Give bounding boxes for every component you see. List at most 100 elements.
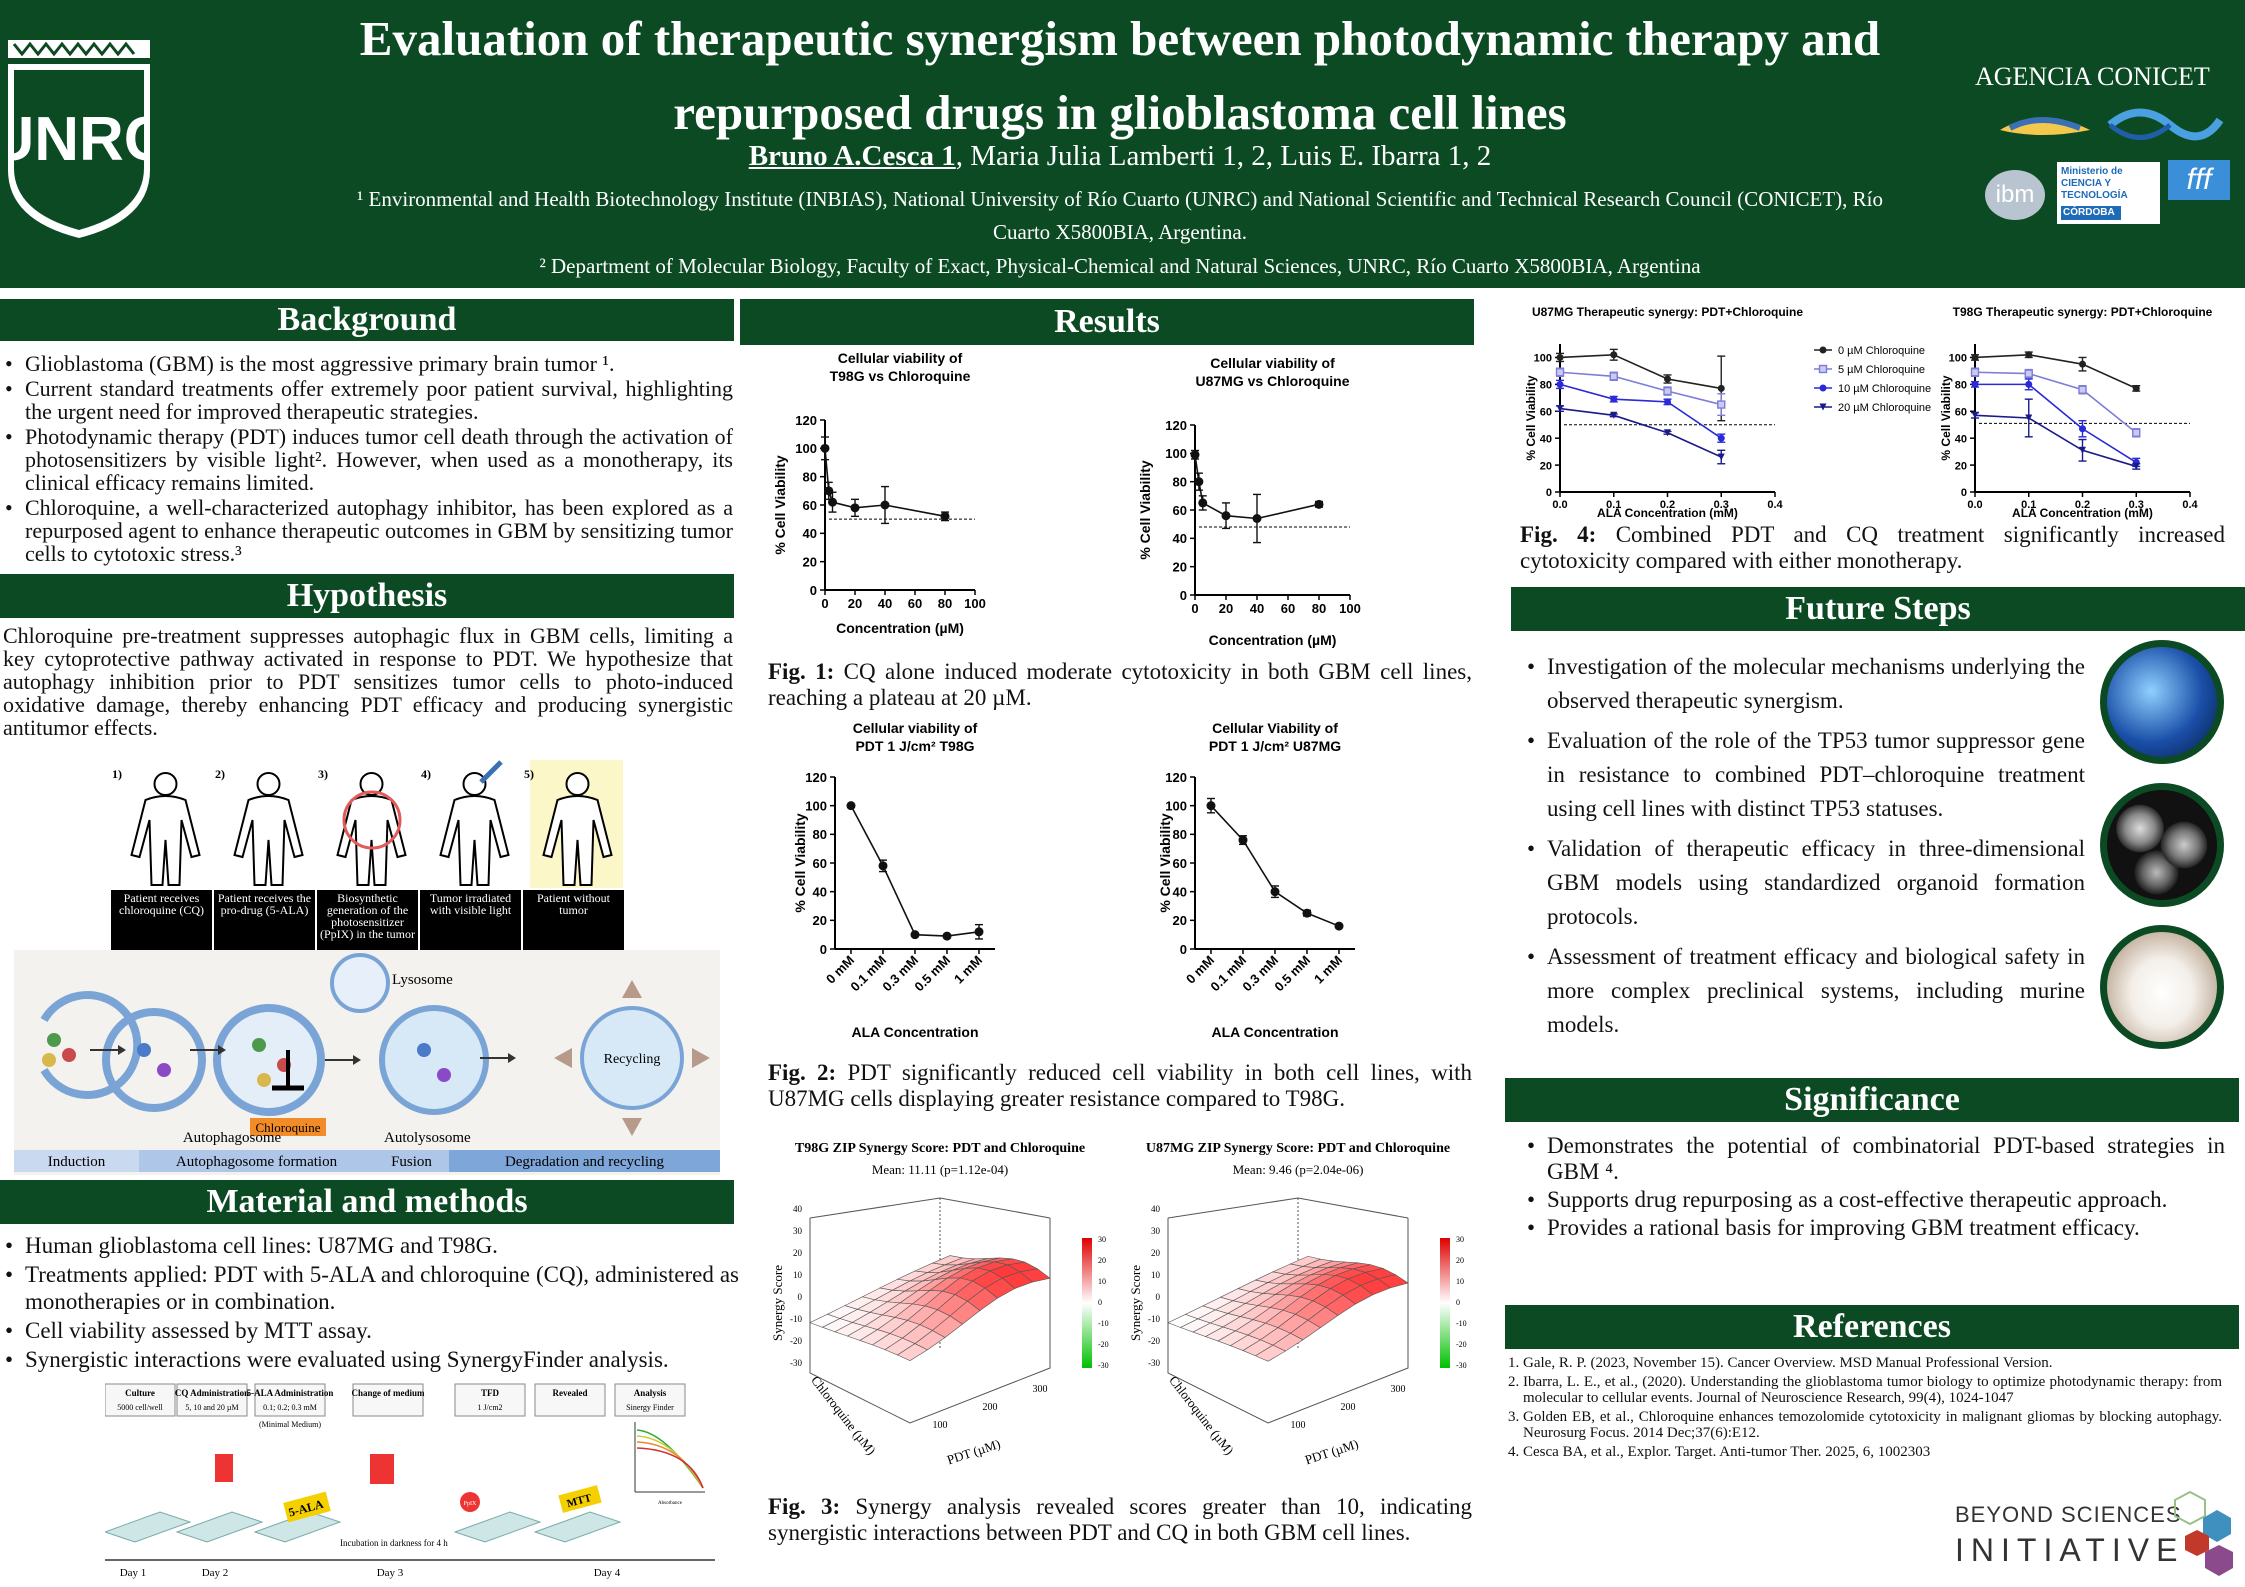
day-label: Day 3 <box>377 1567 404 1579</box>
human-silhouette-icon <box>542 772 613 886</box>
z-tick-label: 10 <box>1151 1270 1161 1280</box>
ibm-logo: ibm <box>1985 170 2045 220</box>
timeline-step-box <box>254 1383 326 1417</box>
y-tick-label: 60 <box>1173 856 1187 871</box>
data-point <box>2079 446 2086 454</box>
x-tick-label: 0.2 <box>1660 499 1675 511</box>
significance-item-1: Demonstrates the potential of combinator… <box>1525 1133 2225 1185</box>
z-tick-label: 40 <box>793 1204 803 1214</box>
chart-title: Cellular viability of <box>1210 355 1335 371</box>
y-tick-label: 100 <box>1949 353 1967 365</box>
x-tick-label: 0 <box>821 596 828 611</box>
y-axis-label: % Cell Viability <box>772 455 788 555</box>
y-tick-label: 40 <box>1955 433 1967 445</box>
x-axis-label: ALA Concentration (mM) <box>2012 506 2153 520</box>
scale-tick-label: 30 <box>1098 1235 1106 1244</box>
y-tick-label: 60 <box>1173 503 1187 518</box>
data-point <box>1717 384 1725 392</box>
hypothesis-text: Chloroquine pre-treatment suppresses aut… <box>3 623 733 740</box>
y-tick-label: 80 <box>1955 380 1967 392</box>
fig2-t98g-chart: Cellular viability of PDT 1 J/cm² T98G 0 20… <box>792 720 995 1040</box>
cargo-particle <box>47 1033 61 1047</box>
timeline-step-label: 5-ALA Administration <box>247 1388 334 1398</box>
timeline-step-label: TFD <box>481 1388 500 1398</box>
timeline-step-sub: 0.1; 0.2; 0.3 mM <box>263 1403 317 1412</box>
phagophore-membrane <box>40 991 142 1099</box>
x-axis-label: PDT (µM) <box>945 1436 1002 1467</box>
fig1-caption: Fig. 1: CQ alone induced moderate cytoto… <box>768 659 1472 710</box>
legend-label: 10 µM Chloroquine <box>1838 383 1931 395</box>
data-point <box>2079 360 2086 368</box>
z-tick-label: 0 <box>1156 1292 1161 1302</box>
z-tick-label: -30 <box>1148 1358 1160 1368</box>
mouse-image <box>2100 925 2224 1049</box>
fig3-t98g-synergy: T98G ZIP Synergy Score: PDT and Chloroqu… <box>770 1141 1109 1467</box>
data-point <box>824 486 834 496</box>
timeline-step-sub: 5000 cell/well <box>117 1403 163 1412</box>
synergy-box <box>1167 1218 1409 1424</box>
lysosome <box>330 953 390 1013</box>
day-label: Day 4 <box>594 1567 621 1579</box>
dose-curve <box>636 1429 704 1489</box>
dose-curve <box>636 1447 704 1489</box>
x-axis-label: PDT (µM) <box>1303 1436 1360 1467</box>
y-tick-label: 0 <box>1180 588 1187 603</box>
timeline-step-sub: 5, 10 and 20 µM <box>185 1403 238 1412</box>
series-line <box>1975 383 2137 464</box>
data-point <box>2024 369 2033 378</box>
z-tick-label: 0 <box>798 1292 803 1302</box>
stage-arrow-head <box>708 1153 720 1169</box>
z-tick-label: 20 <box>793 1248 803 1258</box>
cargo-particle <box>137 1043 151 1057</box>
chart-title: Cellular viability of <box>838 350 963 366</box>
z-tick-label: -10 <box>790 1314 802 1324</box>
data-point <box>1717 453 1725 461</box>
presenting-author: Bruno A.Cesca 1 <box>748 140 956 172</box>
z-axis-label: Synergy Score <box>1128 1265 1143 1341</box>
timeline-step-box <box>534 1383 606 1417</box>
chart-title: U87MG vs Chloroquine <box>1195 373 1349 389</box>
affiliation-2: ² Department of Molecular Biology, Facul… <box>539 254 1701 278</box>
human-silhouette-icon <box>439 772 510 886</box>
data-point <box>880 500 890 510</box>
y-axis-label: % Cell Viability <box>1939 375 1953 460</box>
data-point <box>1556 405 1564 413</box>
legend-label: 0 µM Chloroquine <box>1838 345 1925 357</box>
stage-label: Fusion <box>391 1154 432 1170</box>
timeline-step-label: Culture <box>125 1388 155 1398</box>
author-list: Bruno A.Cesca 1, Maria Julia Lamberti 1,… <box>748 140 1492 172</box>
x-tick-label: 0.0 <box>1552 499 1567 511</box>
methods-heading: Material and methods <box>0 1180 734 1224</box>
fff-logo: fff <box>2168 160 2230 200</box>
reference-item-4: Cesca BA, et al., Explor. Target. Anti-t… <box>1523 1444 2222 1460</box>
legend-label: 5 µM Chloroquine <box>1838 364 1925 376</box>
medium-tube-icon <box>370 1454 394 1484</box>
chart-title: PDT 1 J/cm² U87MG <box>1209 738 1341 754</box>
ppix-label: PpIX <box>464 1501 477 1507</box>
x-tick-label: 200 <box>1341 1402 1356 1413</box>
data-point <box>1819 346 1827 354</box>
data-point <box>1819 403 1827 411</box>
light-probe-icon <box>479 760 503 784</box>
cq-tube-icon <box>215 1454 233 1482</box>
x-tick-label: 0.2 <box>2075 499 2090 511</box>
chart-title: Cellular Viability of <box>1212 720 1338 736</box>
data-point <box>1663 386 1672 396</box>
x-tick-label: 100 <box>1339 601 1361 616</box>
x-tick-label: 1 mM <box>1311 953 1345 987</box>
z-tick-label: 30 <box>1151 1226 1161 1236</box>
x-axis-label: Concentration (µM) <box>1209 632 1337 648</box>
scale-tick-label: 30 <box>1456 1235 1464 1244</box>
x-tick-label: 40 <box>1250 601 1264 616</box>
flow-arrow-head <box>508 1053 516 1063</box>
flow-arrow-head <box>353 1055 361 1065</box>
legend-label: 20 µM Chloroquine <box>1838 402 1931 414</box>
x-tick-label: 0.5 mM <box>911 953 953 995</box>
synergy-title: T98G ZIP Synergy Score: PDT and Chloroqu… <box>795 1141 1085 1156</box>
x-tick-label: 80 <box>938 596 952 611</box>
timeline-step-label: Revealed <box>553 1388 588 1398</box>
y-tick-label: 20 <box>813 913 827 928</box>
timeline-step-label: Change of medium <box>351 1388 425 1398</box>
scale-tick-label: 10 <box>1456 1277 1464 1286</box>
lysosome-label: Lysosome <box>392 972 453 988</box>
